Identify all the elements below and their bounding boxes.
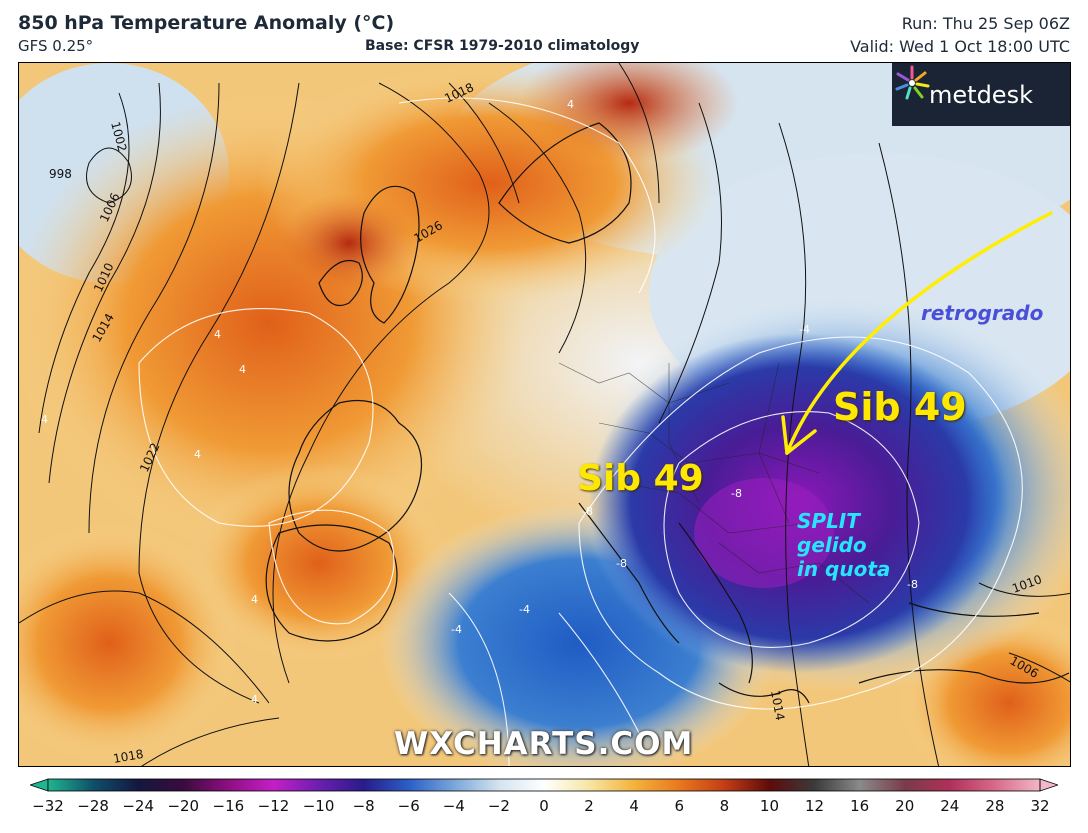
anomaly-label: 4 [194, 448, 201, 461]
colorbar-segment [93, 779, 139, 791]
anomaly-label: -8 [582, 505, 593, 518]
colorbar-tick-label: 6 [674, 797, 685, 815]
anomaly-contours [138, 97, 1023, 766]
colorbar-tick-label: −6 [397, 797, 420, 815]
hot-area-britain [279, 193, 419, 293]
anomaly-label: 4 [251, 593, 258, 606]
colorbar-tick-label: 8 [719, 797, 730, 815]
colorbar-segment [183, 779, 229, 791]
colorbar-tick-label: 4 [629, 797, 639, 815]
warm-area-southwest [19, 523, 239, 763]
colorbar-segment [138, 779, 184, 791]
colorbar-segment [273, 779, 320, 791]
colorbar-segment [453, 779, 500, 791]
anomaly-label: 4 [239, 363, 246, 376]
colorbar-segment [544, 779, 590, 791]
colorbar-tick-label: −24 [122, 797, 154, 815]
colorbar-outline [47, 778, 1041, 792]
anomaly-map: 998 1002 1006 1010 1014 1018 1022 1026 1… [18, 62, 1071, 767]
colorbar-segment [48, 779, 94, 791]
anomaly-label: 4 [41, 413, 48, 426]
colorbar-segment [679, 779, 725, 791]
anomaly-label: 4 [214, 328, 221, 341]
isobar-label: 998 [49, 167, 72, 181]
colorbar-segment [994, 779, 1041, 791]
isobar-label: 1014 [768, 689, 787, 722]
colorbar-tick-label: −28 [77, 797, 109, 815]
movement-arrow [781, 211, 1053, 455]
anomaly-labels: 4 4 4 4 4 4 4 -4 -4 -4 -8 -8 -8 -8 [41, 98, 918, 706]
colorbar-segment [904, 779, 951, 791]
colorbar-segment [634, 779, 680, 791]
coastlines [265, 122, 1070, 704]
colorbar-tick-label: −20 [167, 797, 200, 815]
colorbar-segment [408, 779, 455, 791]
chart-title: 850 hPa Temperature Anomaly (°C) [18, 12, 395, 34]
metdesk-logo: metdesk [892, 63, 1070, 126]
colorbar-tick-label: 10 [759, 797, 779, 815]
valid-time: Valid: Wed 1 Oct 18:00 UTC [850, 37, 1070, 56]
colorbar-tick-label: 24 [940, 797, 960, 815]
anomaly-label: -4 [519, 603, 530, 616]
colorbar-segment [498, 779, 545, 791]
colorbar-segment [363, 779, 410, 791]
colorbar-tick-label: 32 [1030, 797, 1050, 815]
colorbar-tick-label: −12 [257, 797, 290, 815]
annotation-split: SPLIT gelido in quota [797, 509, 891, 581]
logo-text: metdesk [929, 80, 1033, 109]
colorbar-tick-label: −2 [487, 797, 510, 815]
anomaly-label: -4 [451, 623, 462, 636]
anomaly-label: -8 [907, 578, 918, 591]
anomaly-label: 4 [567, 98, 574, 111]
colorbar-tick-label: 28 [985, 797, 1005, 815]
anomaly-label: 4 [251, 693, 258, 706]
colorbar-tick-label: 16 [850, 797, 870, 815]
isobar-label: 1018 [112, 747, 145, 766]
colorbar-segment [859, 779, 906, 791]
annotation-retrogrado: retrogrado [921, 301, 1044, 325]
climatology-base: Base: CFSR 1979-2010 climatology [365, 38, 640, 54]
colorbar-segment [724, 779, 770, 791]
anomaly-label: -8 [616, 557, 627, 570]
model-name: GFS 0.25° [18, 37, 94, 55]
anomaly-label: -4 [799, 323, 810, 336]
colorbar-tick-label: 20 [895, 797, 915, 815]
colorbar-tick-label: −10 [302, 797, 335, 815]
colorbar-tick-label: −8 [352, 797, 375, 815]
coldest-core [694, 478, 834, 588]
hot-area-scandinavia [519, 63, 739, 163]
colorbar [30, 778, 1058, 792]
colorbar-tick-label: −16 [212, 797, 245, 815]
wxcharts-watermark: WXCHARTS.COM [394, 726, 694, 762]
colorbar-tick-label: 0 [539, 797, 549, 815]
colorbar-tick-label: −32 [32, 797, 64, 815]
colorbar-segment [228, 779, 274, 791]
colorbar-left-arrow [30, 778, 49, 792]
colorbar-tick-label: −4 [442, 797, 465, 815]
annotation-sib-west: Sib 49 [577, 458, 704, 499]
colorbar-segment [769, 779, 816, 791]
colorbar-segment [589, 779, 635, 791]
anomaly-label: -8 [731, 487, 742, 500]
colorbar-segment [949, 779, 996, 791]
map-canvas: 998 1002 1006 1010 1014 1018 1022 1026 1… [19, 63, 1070, 766]
isobar-lines [19, 63, 1070, 766]
colorbar-segment [814, 779, 861, 791]
run-time: Run: Thu 25 Sep 06Z [901, 14, 1070, 33]
colorbar-right-arrow [1039, 778, 1058, 792]
colorbar-tick-label: 2 [584, 797, 594, 815]
colorbar-segment [318, 779, 365, 791]
annotation-sib-east: Sib 49 [833, 385, 967, 429]
flower-icon [895, 65, 930, 100]
colorbar-tick-label: 12 [804, 797, 825, 815]
country-borders [558, 362, 870, 604]
